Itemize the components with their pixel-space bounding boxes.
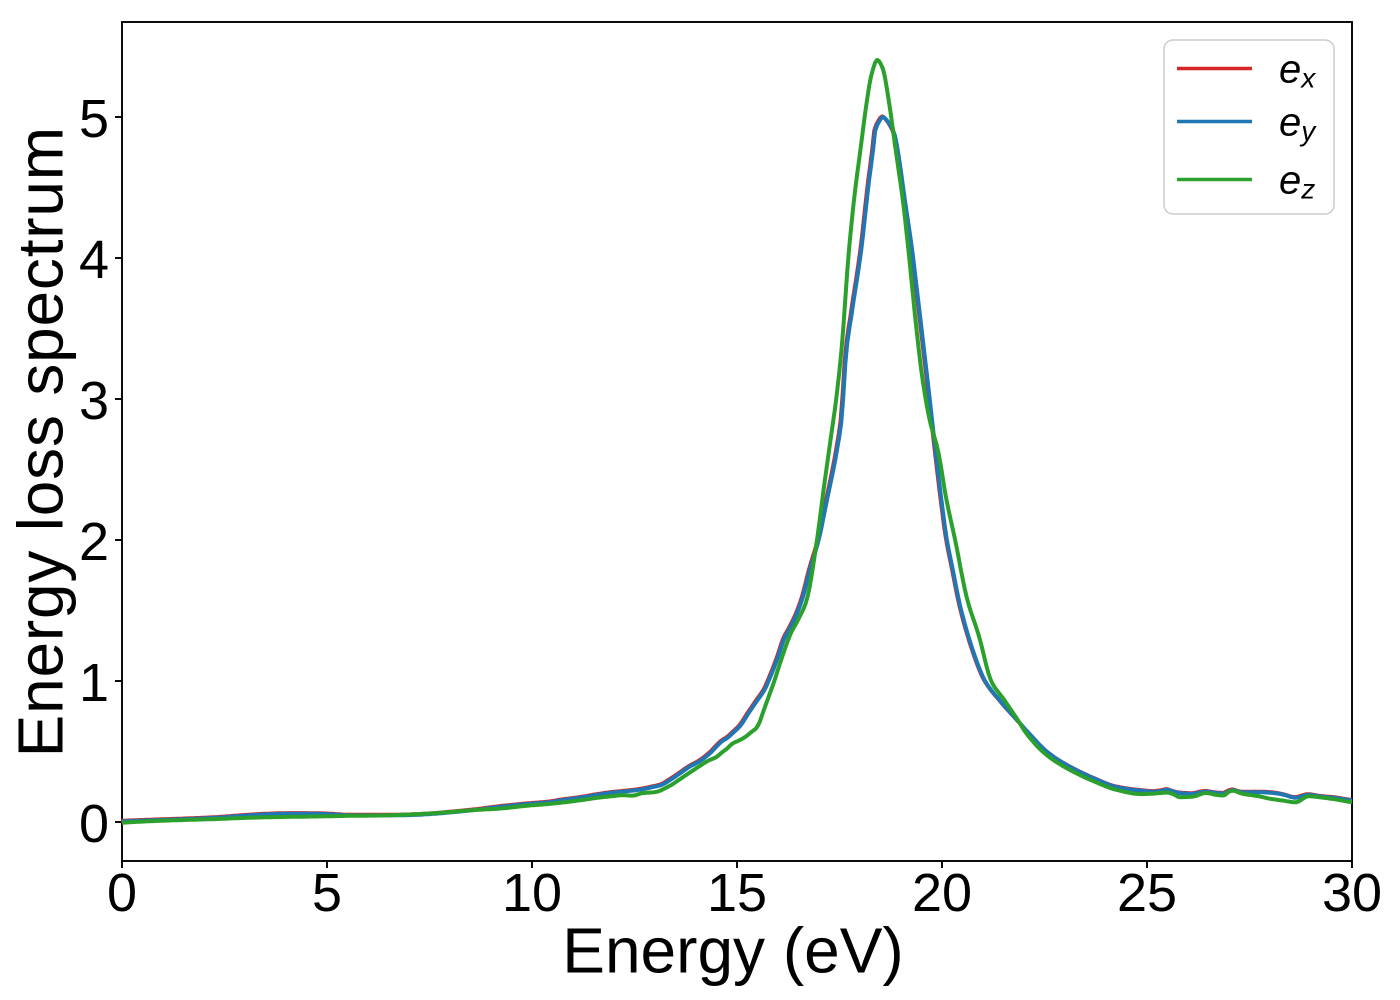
svg-text:30: 30 — [1322, 863, 1382, 923]
svg-text:0: 0 — [107, 863, 137, 923]
svg-text:5: 5 — [312, 863, 342, 923]
svg-text:3: 3 — [79, 371, 109, 431]
svg-text:25: 25 — [1117, 863, 1177, 923]
svg-text:4: 4 — [79, 230, 109, 290]
svg-text:1: 1 — [79, 653, 109, 713]
svg-text:15: 15 — [707, 863, 767, 923]
svg-text:20: 20 — [912, 863, 972, 923]
svg-text:10: 10 — [502, 863, 562, 923]
svg-text:0: 0 — [79, 794, 109, 854]
svg-text:Energy loss spectrum: Energy loss spectrum — [5, 126, 77, 757]
svg-text:Energy (eV): Energy (eV) — [562, 915, 903, 987]
svg-text:2: 2 — [79, 512, 109, 572]
svg-text:5: 5 — [79, 89, 109, 149]
